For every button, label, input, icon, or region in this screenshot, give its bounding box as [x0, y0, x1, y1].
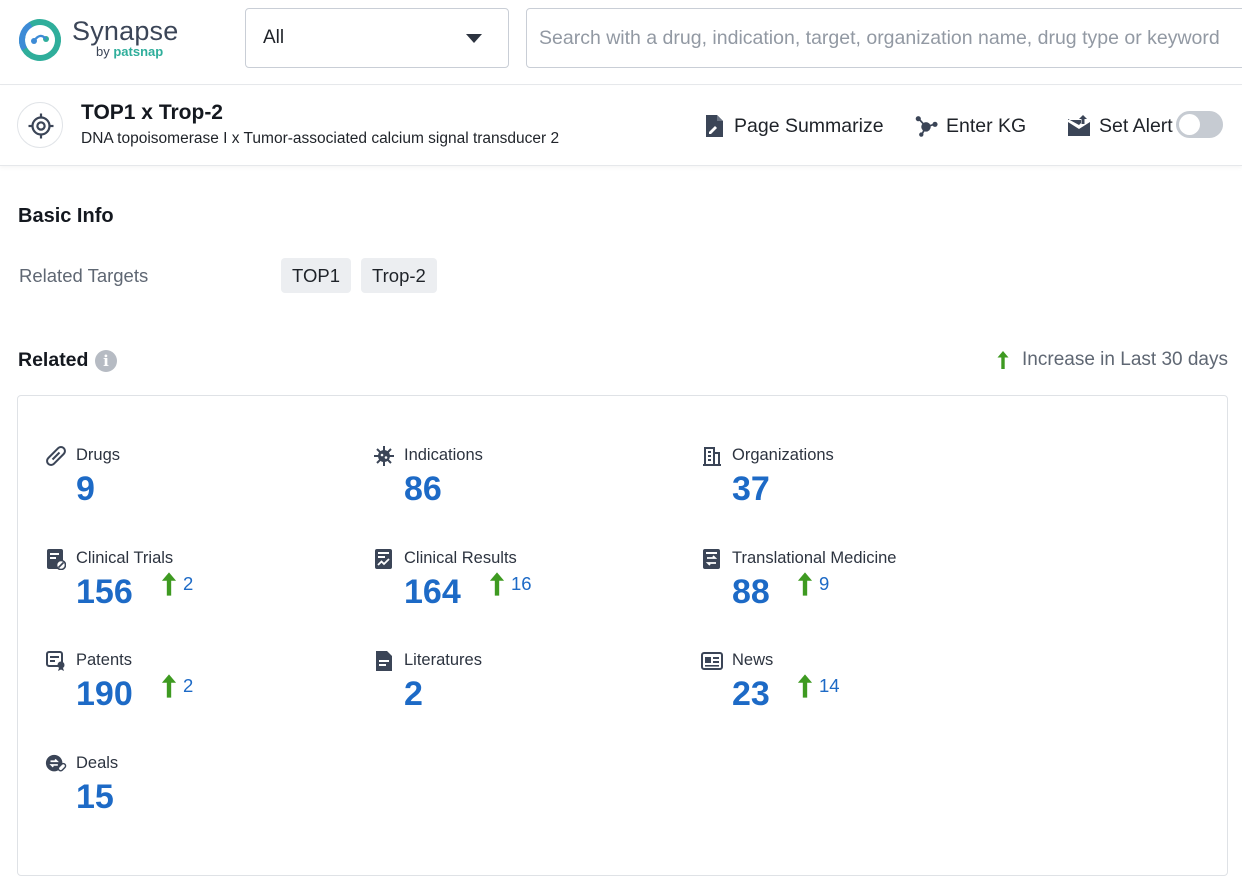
search-input[interactable]: Search with a drug, indication, target, …	[526, 8, 1242, 68]
related-heading: Related	[18, 349, 88, 372]
arrow-up-icon	[160, 673, 178, 699]
increase-indicator: 2	[160, 571, 193, 597]
stat-deals[interactable]: Deals 15	[18, 754, 318, 844]
stat-value[interactable]: 37	[732, 470, 770, 509]
target-title-bar: TOP1 x Trop-2 DNA topoisomerase I x Tumo…	[0, 86, 1242, 166]
set-alert-button[interactable]: Set Alert	[1067, 111, 1173, 141]
page-summarize-button[interactable]: Page Summarize	[702, 111, 884, 141]
document-icon	[373, 650, 395, 672]
stat-clinical-trials[interactable]: Clinical Trials 156 2	[18, 549, 318, 639]
arrow-up-icon	[996, 350, 1010, 370]
target-tag-trop2[interactable]: Trop-2	[361, 258, 437, 293]
stat-patents[interactable]: Patents 190 2	[18, 651, 318, 741]
target-avatar	[17, 102, 63, 148]
brand-by-prefix: by	[96, 44, 113, 59]
increase-legend-label: Increase in Last 30 days	[1022, 349, 1228, 371]
pill-icon	[45, 445, 67, 467]
enter-kg-label: Enter KG	[946, 115, 1026, 138]
brand-name: Synapse	[72, 16, 178, 47]
stat-value[interactable]: 86	[404, 470, 442, 509]
deal-icon	[45, 753, 67, 775]
brand-by-name: patsnap	[113, 44, 163, 59]
enter-kg-button[interactable]: Enter KG	[914, 111, 1026, 141]
increase-value: 14	[819, 675, 840, 697]
page-summarize-label: Page Summarize	[734, 115, 884, 138]
arrow-up-icon	[488, 571, 506, 597]
stat-indications[interactable]: Indications 86	[346, 446, 646, 536]
brand-byline: by patsnap	[96, 44, 163, 59]
stat-organizations[interactable]: Organizations 37	[674, 446, 974, 536]
crosshair-target-icon	[28, 113, 54, 139]
stat-value[interactable]: 9	[76, 470, 95, 509]
stat-label: Indications	[404, 446, 483, 465]
increase-value: 2	[183, 675, 193, 697]
stat-value[interactable]: 190	[76, 675, 133, 714]
increase-indicator: 16	[488, 571, 532, 597]
alert-mail-icon	[1067, 113, 1091, 139]
increase-value: 16	[511, 573, 532, 595]
top-bar: Synapse by patsnap All Search with a dru…	[0, 0, 1242, 85]
stat-news[interactable]: News 23 14	[674, 651, 974, 741]
synapse-logo[interactable]: Synapse by patsnap	[16, 14, 216, 66]
stat-clinical-results[interactable]: Clinical Results 164 16	[346, 549, 646, 639]
stat-literatures[interactable]: Literatures 2	[346, 651, 646, 741]
increase-indicator: 2	[160, 673, 193, 699]
increase-indicator: 14	[796, 673, 840, 699]
related-targets-label: Related Targets	[19, 265, 148, 287]
virus-icon	[373, 445, 395, 467]
increase-value: 9	[819, 573, 829, 595]
set-alert-label: Set Alert	[1099, 115, 1173, 138]
stat-label: Clinical Results	[404, 549, 517, 568]
stat-drugs[interactable]: Drugs 9	[18, 446, 318, 536]
stat-translational-medicine[interactable]: Translational Medicine 88 9	[674, 549, 974, 639]
search-scope-select[interactable]: All	[245, 8, 509, 68]
target-tag-top1[interactable]: TOP1	[281, 258, 351, 293]
stat-value[interactable]: 15	[76, 778, 114, 817]
stat-label: Literatures	[404, 651, 482, 670]
increase-legend: Increase in Last 30 days	[996, 349, 1228, 371]
increase-indicator: 9	[796, 571, 829, 597]
stat-label: News	[732, 651, 773, 670]
stat-value[interactable]: 2	[404, 675, 423, 714]
arrow-up-icon	[796, 571, 814, 597]
stat-label: Drugs	[76, 446, 120, 465]
arrow-up-icon	[160, 571, 178, 597]
basic-info-heading: Basic Info	[18, 205, 114, 228]
building-icon	[701, 445, 723, 467]
summary-document-icon	[702, 113, 726, 139]
stat-label: Translational Medicine	[732, 549, 896, 568]
page-title: TOP1 x Trop-2	[81, 101, 223, 125]
clinical-results-icon	[373, 548, 395, 570]
related-stats-card: Drugs 9 Indications 86 Organizations 37 …	[17, 395, 1228, 876]
knowledge-graph-icon	[914, 113, 938, 139]
stat-value[interactable]: 23	[732, 675, 770, 714]
stat-label: Clinical Trials	[76, 549, 173, 568]
synapse-logo-icon	[16, 16, 64, 64]
search-scope-value: All	[263, 27, 284, 49]
news-icon	[701, 650, 723, 672]
stat-label: Organizations	[732, 446, 834, 465]
stat-value[interactable]: 88	[732, 573, 770, 612]
toggle-knob	[1179, 114, 1200, 135]
stat-value[interactable]: 164	[404, 573, 461, 612]
increase-value: 2	[183, 573, 193, 595]
search-placeholder: Search with a drug, indication, target, …	[539, 27, 1220, 50]
stat-value[interactable]: 156	[76, 573, 133, 612]
page-subtitle: DNA topoisomerase I x Tumor-associated c…	[81, 130, 559, 148]
caret-down-icon	[466, 34, 482, 43]
patent-icon	[45, 650, 67, 672]
stat-label: Deals	[76, 754, 118, 773]
set-alert-toggle[interactable]	[1176, 111, 1223, 138]
stat-label: Patents	[76, 651, 132, 670]
translational-medicine-icon	[701, 548, 723, 570]
arrow-up-icon	[796, 673, 814, 699]
info-icon[interactable]: i	[95, 350, 117, 372]
clinical-trial-icon	[45, 548, 67, 570]
